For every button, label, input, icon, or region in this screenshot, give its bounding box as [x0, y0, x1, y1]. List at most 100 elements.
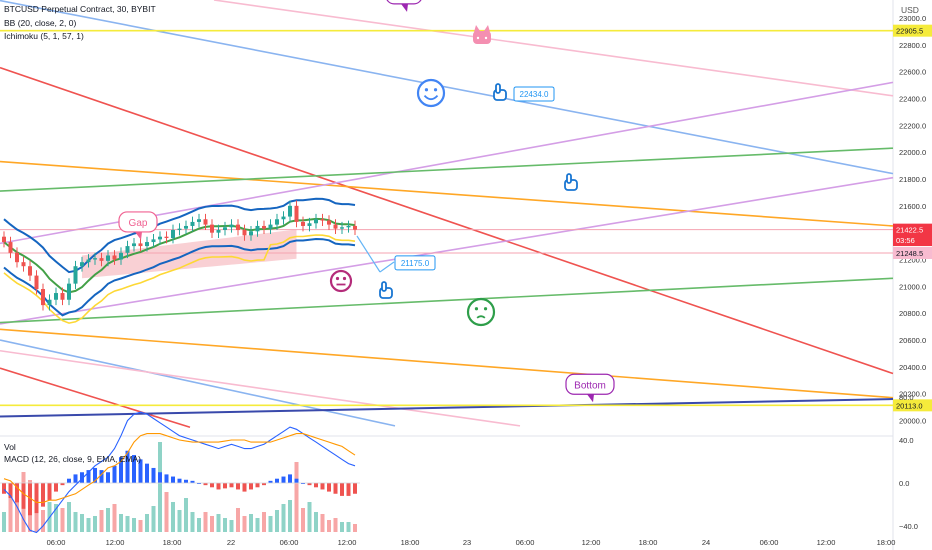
candle-body[interactable]: [268, 224, 273, 229]
candle-body[interactable]: [151, 239, 156, 243]
candle-body[interactable]: [320, 219, 325, 221]
candle-body[interactable]: [333, 224, 338, 229]
candle-body[interactable]: [67, 283, 71, 300]
candle-body[interactable]: [125, 246, 130, 253]
candle-body[interactable]: [99, 258, 104, 261]
candle-body[interactable]: [190, 221, 195, 226]
candle-body[interactable]: [229, 224, 234, 228]
volume-bar: [138, 520, 143, 532]
candle-body[interactable]: [327, 220, 331, 225]
candle-body[interactable]: [93, 258, 97, 260]
candle-body[interactable]: [34, 275, 39, 290]
volume-bar: [268, 516, 273, 532]
price-note-label: 21175.0: [401, 259, 430, 268]
candle-body[interactable]: [203, 219, 208, 225]
time-axis-tick-label: 18:00: [639, 538, 658, 547]
candle-body[interactable]: [106, 255, 110, 261]
volume-bar: [229, 520, 234, 532]
volume-bar: [8, 496, 13, 532]
candle-body[interactable]: [164, 236, 169, 239]
price-axis-tick-label: 21200.0: [899, 256, 926, 265]
volume-bar: [223, 518, 227, 532]
macd-histogram-bar: [54, 483, 58, 492]
time-axis-tick-label: 06:00: [47, 538, 66, 547]
candle-body[interactable]: [281, 216, 286, 220]
candle-body[interactable]: [353, 225, 357, 230]
volume-bar: [106, 508, 110, 532]
pointing-hand-icon: [564, 173, 578, 191]
price-note-box: [394, 255, 436, 271]
candle-body[interactable]: [197, 219, 201, 222]
volume-bar: [132, 518, 136, 532]
candle-body[interactable]: [47, 299, 52, 306]
candle-body[interactable]: [132, 243, 136, 247]
volume-bar: [294, 462, 299, 532]
candle-body[interactable]: [307, 223, 312, 226]
candle-body[interactable]: [216, 229, 221, 233]
price-axis-tag-label: 20113.0: [896, 401, 923, 410]
pointing-hand-icon-finger: [566, 173, 572, 184]
candle-body[interactable]: [262, 225, 266, 229]
macd-axis-tick-label: 0.0: [899, 479, 909, 488]
volume-bar: [333, 518, 338, 532]
candle-body[interactable]: [301, 221, 305, 226]
dizzy-face-icon-outline: [466, 297, 496, 327]
price-note-label: 22434.0: [520, 90, 549, 99]
candle-body[interactable]: [86, 259, 91, 263]
price-axis-tag: [893, 399, 932, 412]
candle-body[interactable]: [112, 255, 117, 260]
volume-bar: [216, 514, 221, 532]
candle-body[interactable]: [158, 236, 162, 240]
bb-indicator-label: BB (20, close, 2, 0): [4, 18, 77, 28]
macd-histogram-bar: [307, 483, 312, 486]
candle-body[interactable]: [346, 225, 351, 228]
candle-body[interactable]: [223, 227, 227, 230]
time-axis-tick-label: 12:00: [106, 538, 125, 547]
candle-body[interactable]: [28, 266, 32, 276]
candle-body[interactable]: [249, 231, 253, 236]
candle-body[interactable]: [138, 243, 143, 247]
candle-body[interactable]: [8, 242, 13, 253]
bb-upper-band: [3, 197, 356, 274]
macd-histogram-bar: [93, 467, 97, 483]
candle-body[interactable]: [54, 293, 58, 300]
trendline-blue-upper: [0, 0, 894, 175]
candle-body[interactable]: [15, 252, 19, 263]
smiley-face-icon-eye: [433, 88, 438, 92]
candle-body[interactable]: [242, 229, 247, 236]
candle-body[interactable]: [80, 262, 84, 267]
macd-label: MACD (12, 26, close, 9, EMA, EMA): [4, 454, 141, 464]
callout-tail: [401, 3, 408, 12]
candle-body[interactable]: [2, 236, 6, 243]
candle-body[interactable]: [41, 289, 45, 306]
macd-histogram-bar: [184, 479, 188, 483]
pointing-hand-icon: [493, 83, 507, 101]
volume-bar: [164, 492, 169, 532]
volume-bar: [171, 502, 175, 532]
candle-body[interactable]: [340, 227, 344, 229]
trendline-orange-lower: [0, 328, 894, 399]
trendline-orange-upper: [0, 160, 894, 227]
candle-body[interactable]: [171, 229, 175, 239]
macd-histogram-bar: [255, 483, 260, 488]
candle-body[interactable]: [255, 225, 260, 232]
candle-body[interactable]: [294, 205, 299, 222]
trendline-red-lower: [0, 367, 191, 428]
candle-body[interactable]: [275, 219, 279, 225]
candle-body[interactable]: [60, 293, 65, 300]
candle-body[interactable]: [145, 242, 149, 247]
volume-bar: [158, 442, 162, 532]
dizzy-face-icon-eye: [483, 307, 488, 311]
candle-body[interactable]: [21, 262, 26, 267]
candle-body[interactable]: [177, 228, 182, 230]
candle-body[interactable]: [314, 219, 318, 224]
candle-body[interactable]: [184, 225, 188, 229]
candle-body[interactable]: [236, 224, 240, 230]
macd-histogram-bar: [294, 478, 299, 483]
macd-axis-tick-label: −40.0: [899, 522, 918, 531]
candle-body[interactable]: [210, 224, 214, 233]
candle-body[interactable]: [73, 266, 78, 284]
candle-body[interactable]: [119, 252, 123, 260]
candle-body[interactable]: [288, 205, 292, 217]
